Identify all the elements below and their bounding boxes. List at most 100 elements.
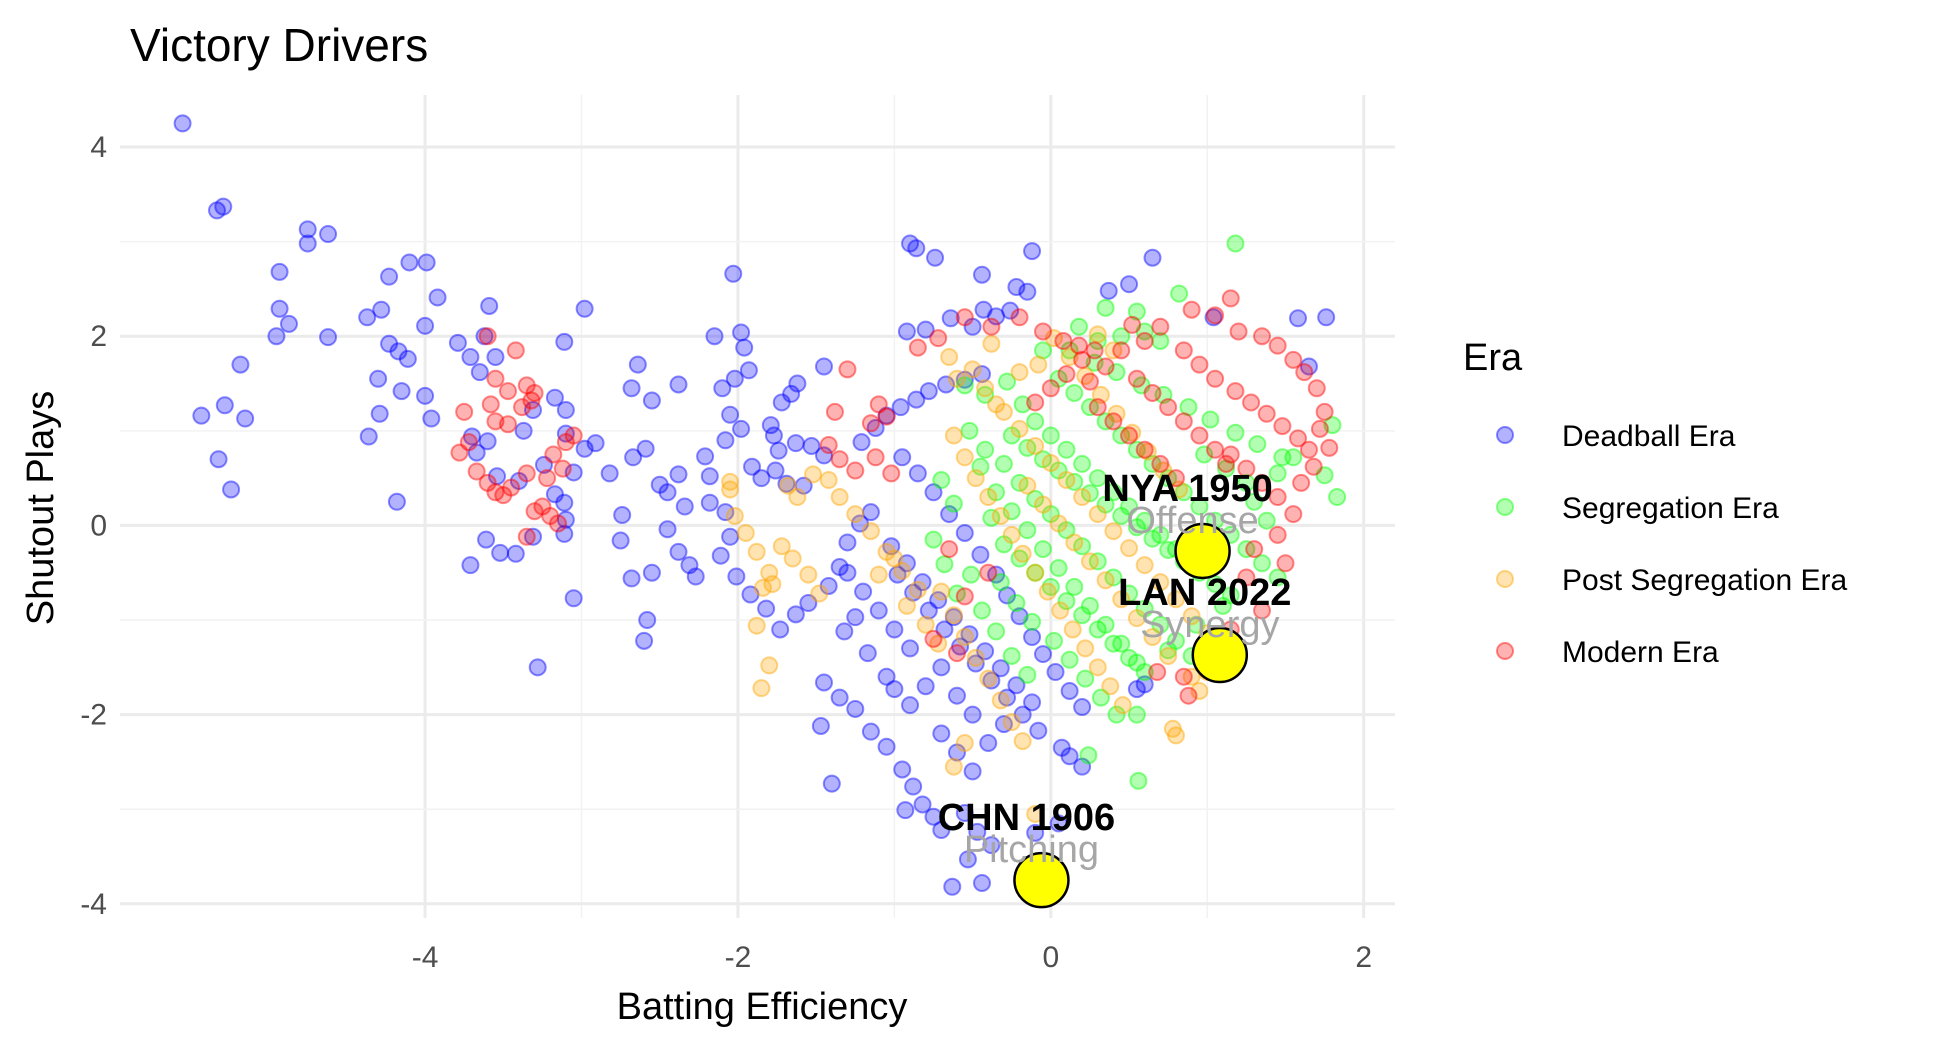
data-point [522,391,541,410]
data-point [814,446,833,465]
data-point [941,309,960,328]
data-point [1029,355,1048,374]
data-point [1120,426,1139,445]
data-point [514,421,533,440]
data-point [761,416,780,435]
data-point [1190,497,1209,516]
data-point [1026,489,1045,508]
data-point [1049,814,1068,833]
data-point [913,795,932,814]
legend-key [1496,498,1514,516]
data-point [380,267,399,286]
y-tick-label: 4 [90,131,107,164]
data-point [1237,540,1256,559]
data-point [1323,416,1342,435]
data-point [1174,341,1193,360]
data-point [819,436,838,455]
data-point [669,465,688,484]
data-point [1054,331,1073,350]
data-point [1221,289,1240,308]
data-point [804,465,823,484]
data-point [1328,488,1347,507]
data-point [877,542,896,561]
data-point [538,469,557,488]
data-point [1127,302,1146,321]
data-point [1041,505,1060,524]
data-point [358,308,377,327]
data-point [1080,372,1099,391]
data-point [455,402,474,421]
data-point [963,762,982,781]
data-point [1096,357,1115,376]
data-point [1041,453,1060,472]
data-point [943,877,962,896]
data-point [207,201,226,220]
data-point [491,543,510,562]
data-point [929,329,948,348]
data-point [1013,395,1032,414]
data-point [897,596,916,615]
data-point [1289,309,1308,328]
data-point [713,379,732,398]
legend-label: Deadball Era [1562,420,1736,453]
data-point [462,427,481,446]
data-point [1044,631,1063,650]
data-point [877,406,896,425]
data-point [1010,308,1029,327]
data-point [680,556,699,575]
data-point [1195,445,1214,464]
data-point [267,327,286,346]
highlight-label: NYA 1950 [1102,468,1272,510]
legend: Era Deadball Era Segregation Era Post Segr… [1463,337,1847,669]
data-point [1143,248,1162,267]
data-point [987,565,1006,584]
data-point [802,436,821,455]
data-point [869,395,888,414]
data-point [854,582,873,601]
data-point [1073,606,1092,625]
data-point [416,316,435,335]
data-point [642,391,661,410]
data-point [270,262,289,281]
data-point [739,361,758,380]
y-axis-title: Shutout Plays [20,391,62,625]
data-point [1023,628,1042,647]
data-point [600,464,619,483]
data-point [907,390,926,409]
data-point [982,508,1001,527]
data-point [1148,663,1167,682]
data-point [1018,476,1037,495]
data-point [1088,331,1107,350]
data-point [1315,466,1334,485]
data-point [1143,628,1162,647]
data-point [1226,234,1245,253]
data-point [1096,615,1115,634]
data-point [901,696,920,715]
data-point [1002,426,1021,445]
data-point [944,757,963,776]
data-point [947,644,966,663]
data-point [380,334,399,353]
data-point [372,300,391,319]
data-point [1046,663,1065,682]
data-point [1088,398,1107,417]
data-point [994,402,1013,421]
data-point [1166,469,1185,488]
data-point [564,589,583,608]
data-point [1060,341,1079,360]
data-point [480,296,499,315]
data-point [298,220,317,239]
data-point [1073,488,1092,507]
data-point [1112,590,1131,609]
data-point [556,401,575,420]
data-point [534,455,553,474]
data-point [955,628,974,647]
data-point [1104,634,1123,653]
data-point [1123,315,1142,334]
data-point [955,733,974,752]
data-point [1170,480,1189,499]
data-point [475,327,494,346]
data-point [955,803,974,822]
data-point [861,522,880,541]
